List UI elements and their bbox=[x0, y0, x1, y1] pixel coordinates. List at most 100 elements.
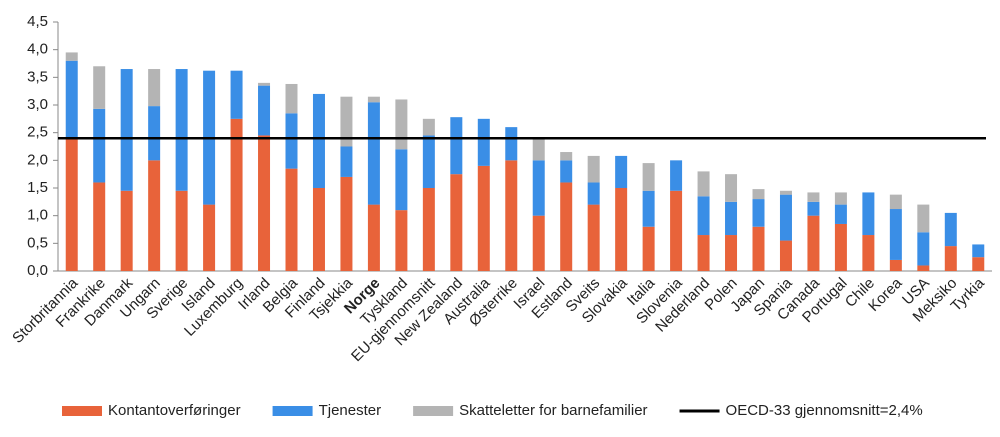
bar-segment bbox=[834, 204, 847, 224]
bar-segment bbox=[230, 118, 243, 271]
bar-segment bbox=[697, 196, 710, 236]
y-tick-label: 1,0 bbox=[27, 207, 48, 224]
bar-segment bbox=[422, 135, 435, 188]
legend-label: Skatteletter for barnefamilier bbox=[459, 402, 647, 419]
bar-segment bbox=[944, 212, 957, 247]
bar-segment bbox=[560, 182, 573, 271]
bar-segment bbox=[917, 232, 930, 266]
bar-segment bbox=[779, 194, 792, 241]
bar-segment bbox=[367, 204, 380, 271]
bar-segment bbox=[450, 117, 463, 175]
bar-segment bbox=[285, 168, 298, 271]
bar-segment bbox=[120, 190, 133, 271]
bar-segment bbox=[532, 160, 545, 216]
bar-segment bbox=[120, 69, 133, 191]
bar-segment bbox=[917, 265, 930, 271]
bar-segment bbox=[175, 69, 188, 191]
bar-segment bbox=[175, 190, 188, 271]
bar-segment bbox=[450, 174, 463, 271]
bar-segment bbox=[367, 96, 380, 103]
y-tick-label: 2,5 bbox=[27, 124, 48, 141]
bar-segment bbox=[889, 259, 902, 271]
bar-segment bbox=[807, 201, 820, 216]
y-tick-label: 1,5 bbox=[27, 179, 48, 196]
bar-segment bbox=[752, 226, 765, 271]
y-tick-label: 3,0 bbox=[27, 96, 48, 113]
bar-segment bbox=[779, 240, 792, 271]
bar-segment bbox=[65, 52, 78, 61]
legend-swatch bbox=[272, 406, 313, 416]
bar-segment bbox=[230, 70, 243, 119]
bar-segment bbox=[258, 82, 271, 86]
legend-label: Kontantoverføringer bbox=[108, 402, 241, 419]
bar-segment bbox=[340, 176, 353, 271]
bar-segment bbox=[642, 226, 655, 271]
bar-segment bbox=[862, 235, 875, 271]
bar-segment bbox=[587, 182, 600, 205]
bar-segment bbox=[642, 190, 655, 227]
bar-segment bbox=[93, 108, 106, 183]
bar-segment bbox=[670, 190, 683, 271]
bar-segment bbox=[834, 223, 847, 271]
bar-segment bbox=[340, 146, 353, 177]
bar-segment bbox=[340, 96, 353, 147]
bar-segment bbox=[203, 204, 216, 271]
bar-segment bbox=[148, 69, 161, 107]
bar-segment bbox=[395, 99, 408, 150]
legend-label: Tjenester bbox=[319, 402, 382, 419]
y-tick-label: 4,5 bbox=[27, 13, 48, 30]
bar-segment bbox=[807, 192, 820, 202]
bar-segment bbox=[422, 118, 435, 136]
bar-segment bbox=[725, 235, 738, 271]
bar-segment bbox=[889, 209, 902, 260]
bar-segment bbox=[65, 138, 78, 271]
bar-segment bbox=[725, 174, 738, 202]
bar-segment bbox=[477, 165, 490, 271]
bar-segment bbox=[312, 188, 325, 271]
bar-segment bbox=[258, 85, 271, 136]
bar-segment bbox=[697, 235, 710, 271]
bar-segment bbox=[65, 60, 78, 139]
bar-segment bbox=[395, 149, 408, 211]
bar-segment bbox=[670, 160, 683, 191]
y-tick-label: 0,5 bbox=[27, 234, 48, 251]
bar-segment bbox=[725, 201, 738, 236]
y-tick-label: 3,5 bbox=[27, 68, 48, 85]
legend-swatch bbox=[62, 406, 102, 416]
bar-segment bbox=[285, 83, 298, 114]
y-tick-label: 4,0 bbox=[27, 41, 48, 58]
bar-segment bbox=[505, 127, 518, 161]
bar-segment bbox=[889, 194, 902, 210]
bar-segment bbox=[917, 204, 930, 233]
bar-segment bbox=[779, 190, 792, 195]
bar-segment bbox=[93, 66, 106, 109]
bar-segment bbox=[560, 160, 573, 183]
bar-segment bbox=[395, 210, 408, 271]
bar-segment bbox=[422, 188, 435, 271]
bar-segment bbox=[587, 155, 600, 183]
bar-segment bbox=[944, 246, 957, 271]
y-tick-label: 2,0 bbox=[27, 151, 48, 168]
bar-segment bbox=[972, 257, 985, 271]
bar-segment bbox=[148, 106, 161, 161]
bar-segment bbox=[93, 182, 106, 271]
bar-segment bbox=[862, 192, 875, 236]
bar-segment bbox=[972, 244, 985, 258]
bar-segment bbox=[834, 192, 847, 205]
bar-segment bbox=[532, 138, 545, 161]
bar-segment bbox=[532, 215, 545, 271]
bar-segment bbox=[560, 152, 573, 161]
bar-segment bbox=[477, 118, 490, 166]
bar-segment bbox=[367, 102, 380, 205]
bar-segment bbox=[697, 171, 710, 197]
bar-segment bbox=[752, 199, 765, 227]
legend-swatch bbox=[413, 406, 454, 416]
bar-segment bbox=[148, 160, 161, 271]
y-tick-label: 0,0 bbox=[27, 262, 48, 279]
bar-segment bbox=[752, 189, 765, 200]
bar-segment bbox=[587, 204, 600, 271]
bar-segment bbox=[505, 160, 518, 271]
bar-segment bbox=[807, 215, 820, 271]
bar-segment bbox=[615, 188, 628, 271]
